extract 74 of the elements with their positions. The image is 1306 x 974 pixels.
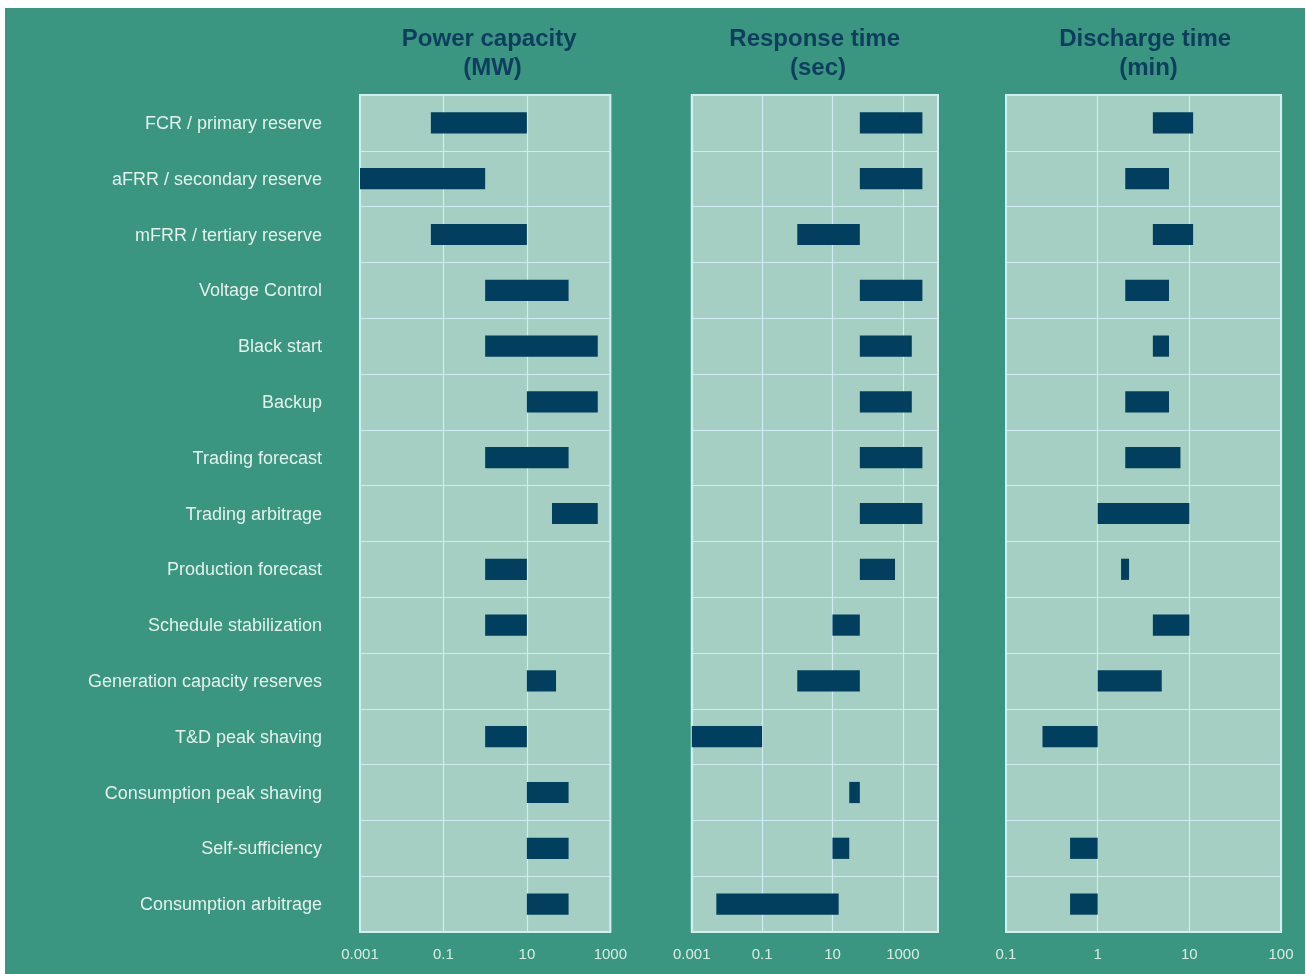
bar [1125,447,1181,469]
y-tick-label: Production forecast [166,559,322,580]
chart-title: Discharge time (min) [1059,24,1238,80]
bar [859,447,923,469]
bar [1070,893,1098,915]
bar [526,670,557,692]
bar [526,391,598,413]
x-tick-label: 10 [518,945,536,962]
x-tick-label: 0.1 [433,945,454,962]
y-tick-label: Consumption arbitrage [139,894,322,915]
y-tick-label: aFRR / secondary reserve [111,168,322,189]
bar [485,614,527,636]
bar [1152,335,1169,357]
bar [526,893,569,915]
x-tick-label: 0.1 [751,945,773,962]
bar [859,279,923,301]
bar [485,279,569,301]
bar [1097,502,1190,525]
y-tick-label: FCR / primary reserve [144,112,322,133]
bar [485,558,527,580]
chart-title: Response time (sec) [729,24,907,80]
x-tick-label: 1 [1093,945,1102,962]
bar [859,502,923,525]
bar [859,112,923,134]
bar [1121,558,1130,580]
bar [849,781,860,804]
bar [1125,279,1169,301]
y-tick-label: T&D peak shaving [174,726,322,747]
bar [430,223,527,246]
x-tick-label: 10 [824,945,841,962]
bar [485,726,527,748]
bar [832,614,860,636]
bar [526,781,569,804]
y-tick-label: Black start [237,336,322,357]
bar [832,837,850,859]
bar [1152,223,1194,246]
bar [1125,391,1169,413]
bar [859,558,896,580]
y-tick-label: Backup [261,391,322,412]
bar [430,112,527,134]
chart-title: Power capacity (MW) [401,24,584,80]
y-tick-label: mFRR / tertiary reserve [134,224,322,245]
x-tick-label: 0.001 [341,945,379,962]
bar [1152,614,1190,636]
bar [551,502,598,525]
bar [691,726,763,748]
bar [716,893,839,915]
bar [1152,112,1194,134]
y-tick-label: Self-sufficiency [201,838,322,859]
bar [797,223,860,246]
bar [1097,670,1162,692]
bar [859,391,912,413]
y-tick-label: Trading forecast [192,447,322,468]
bar [1070,837,1098,859]
bar [1042,726,1098,748]
bar [526,837,569,859]
bar [485,335,598,357]
y-tick-label: Generation capacity reserves [87,670,322,691]
bar [485,447,569,469]
bar [859,168,923,190]
x-tick-label: 1000 [886,945,920,962]
x-tick-label: 10 [1180,945,1198,962]
y-tick-label: Trading arbitrage [185,503,322,524]
x-tick-label: 0.001 [672,945,711,962]
y-tick-label: Consumption peak shaving [104,782,322,803]
bar [859,335,912,357]
x-tick-label: 100 [1268,945,1294,962]
x-tick-label: 1000 [593,945,627,962]
bar [360,168,486,190]
x-tick-label: 0.1 [995,945,1017,962]
bar [1125,168,1169,190]
y-tick-label: Voltage Control [198,280,322,301]
bar [797,670,860,692]
y-tick-label: Schedule stabilization [147,615,322,636]
